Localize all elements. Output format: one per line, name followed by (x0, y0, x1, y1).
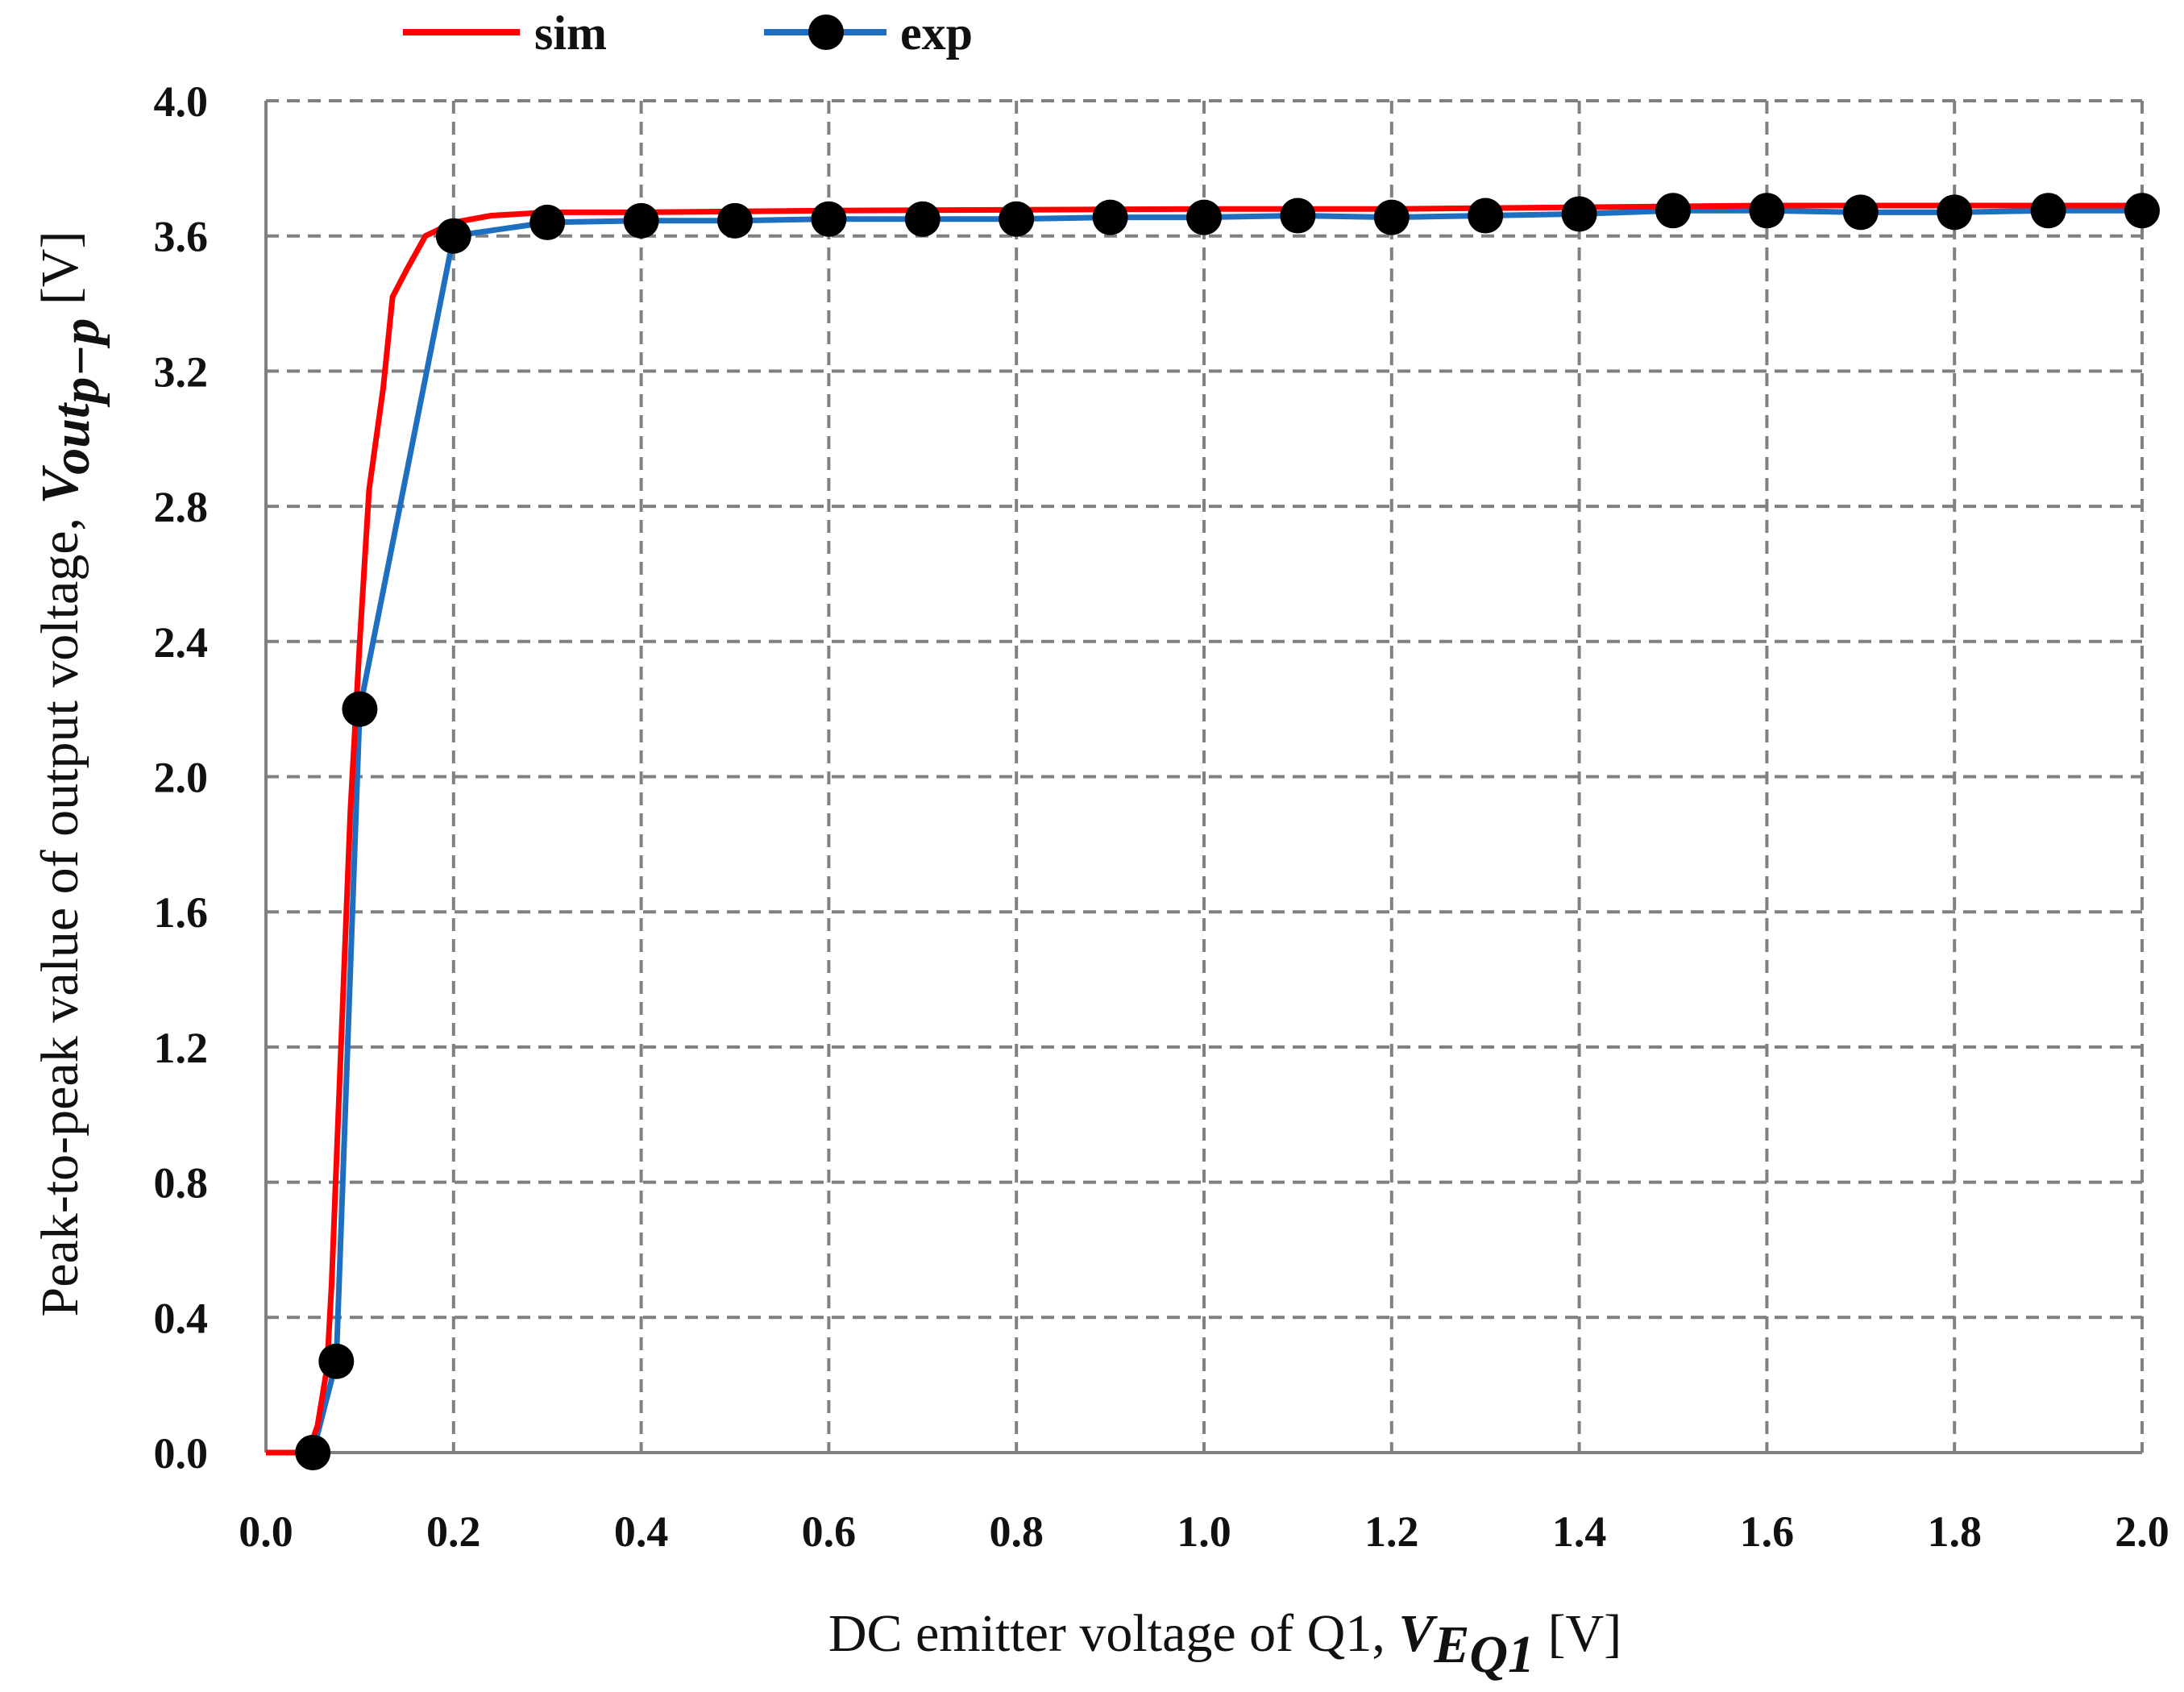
series-exp-point (1280, 197, 1316, 234)
x-tick-label: 1.0 (1177, 1507, 1231, 1556)
series-exp-point (1937, 194, 1973, 231)
y-tick-label: 2.4 (154, 618, 209, 667)
x-tick-label: 0.4 (614, 1507, 669, 1556)
x-tick-label: 0.0 (239, 1507, 293, 1556)
series-layer (266, 193, 2160, 1470)
y-tick-label: 4.0 (154, 77, 209, 126)
y-tick-label: 0.8 (154, 1159, 209, 1208)
series-exp-point (1468, 197, 1504, 234)
x-tick-label: 1.4 (1552, 1507, 1607, 1556)
series-exp-point (529, 204, 566, 240)
series-exp-point (1655, 193, 1691, 229)
series-exp-point (295, 1435, 331, 1470)
x-axis-title-prefix: DC emitter voltage of Q1, (828, 1604, 1399, 1663)
series-exp-point (1186, 199, 1222, 235)
series-exp-point (1561, 196, 1597, 232)
series-exp-point (342, 691, 378, 727)
series-exp-point (2124, 193, 2160, 229)
legend: sim exp (403, 6, 973, 60)
x-axis-title-unit: [V] (1534, 1604, 1621, 1663)
series-exp-point (1749, 193, 1785, 229)
tick-labels: 0.0 0.2 0.4 0.6 0.8 1.0 1.2 1.4 1.6 1.8 2.0 0.0 0.4 0… (154, 77, 2169, 1556)
series-exp-point (904, 201, 940, 237)
x-tick-label: 0.8 (989, 1507, 1044, 1556)
y-tick-label: 3.2 (154, 347, 209, 396)
y-axis-title-subsub: p−p (52, 318, 110, 408)
x-tick-label: 1.2 (1364, 1507, 1419, 1556)
axes (264, 101, 2142, 1454)
series-exp-point (1092, 199, 1128, 235)
legend-exp-label: exp (900, 6, 973, 60)
y-axis-title-prefix: Peak-to-peak value of output voltage, (31, 504, 89, 1316)
series-exp-point (811, 201, 847, 237)
y-tick-label: 0.4 (154, 1294, 209, 1342)
x-tick-label: 2.0 (2115, 1507, 2169, 1556)
x-axis-title-subsub: Q1 (1469, 1625, 1534, 1684)
series-exp-point (1373, 199, 1410, 235)
series-exp-point (435, 218, 471, 254)
y-axis-title-unit: [V] (31, 231, 89, 318)
series-exp-point (1842, 194, 1879, 231)
series-exp-point (717, 202, 753, 239)
series-exp-point (623, 202, 659, 239)
series-exp-point (318, 1343, 355, 1379)
x-axis-title-var: V (1398, 1604, 1438, 1663)
legend-sim-label: sim (534, 6, 607, 60)
series-exp-point (999, 201, 1035, 237)
x-tick-label: 1.6 (1740, 1507, 1795, 1556)
legend-exp-marker (808, 15, 844, 50)
x-tick-label: 0.2 (426, 1507, 481, 1556)
y-tick-label: 1.6 (154, 888, 209, 937)
grid (264, 99, 2144, 1453)
y-tick-label: 1.2 (154, 1024, 209, 1072)
series-exp-point (2030, 193, 2066, 229)
y-axis-title: Peak-to-peak value of output voltage, Vo… (31, 231, 110, 1317)
x-tick-label: 0.6 (802, 1507, 857, 1556)
y-tick-label: 2.0 (154, 754, 209, 802)
x-axis-title-sub: E (1433, 1615, 1469, 1674)
series-exp-line (309, 207, 2142, 1453)
y-tick-label: 2.8 (154, 483, 209, 531)
x-axis-title: DC emitter voltage of Q1, VEQ1 [V] (828, 1604, 1621, 1684)
y-tick-label: 0.0 (154, 1429, 209, 1478)
y-axis-title-sub: out (42, 402, 101, 475)
y-tick-label: 3.6 (154, 213, 209, 261)
x-tick-label: 1.8 (1927, 1507, 1982, 1556)
